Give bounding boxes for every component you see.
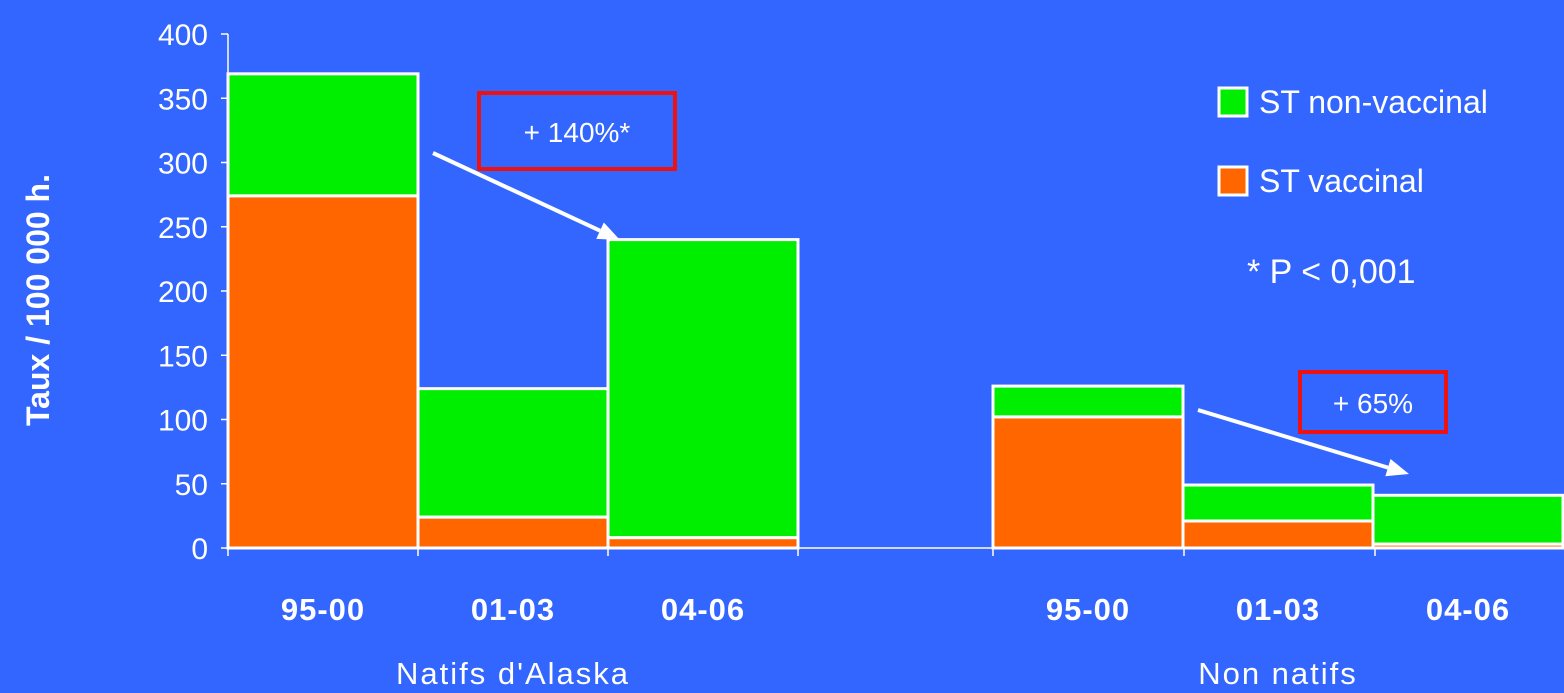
bar-vaccinal (991, 415, 1185, 550)
annotation-box (1298, 370, 1448, 434)
annotation-box (477, 91, 677, 171)
annotation-text: + 65% (1333, 388, 1413, 419)
annotation-text: + 140%* (524, 117, 631, 148)
y-tick-label: 300 (158, 148, 208, 181)
legend-swatch-non-vaccinal (1217, 86, 1249, 118)
y-tick-label: 50 (175, 469, 208, 502)
legend-label-vaccinal: ST vaccinal (1259, 163, 1424, 199)
x-category-label: 95-00 (1046, 592, 1130, 627)
bar-vaccinal (416, 515, 610, 550)
bar-non-vaccinal (1181, 483, 1375, 523)
bars-layer: 95-00 01-03 04-06 95-00 01-03 04-06 (226, 72, 1564, 627)
annotation-natifs: + 140%* (477, 91, 677, 171)
x-category-label: 01-03 (1236, 592, 1320, 627)
y-tick-label: 150 (158, 340, 208, 373)
bar-non-vaccinal (1371, 493, 1564, 546)
x-category-label: 95-00 (281, 592, 365, 627)
legend-swatch-vaccinal (1217, 165, 1249, 197)
y-tick-label: 200 (158, 276, 208, 309)
x-category-label: 04-06 (661, 592, 745, 627)
bar-non-vaccinal (606, 238, 800, 540)
trend-arrow-head (1385, 459, 1409, 477)
bar-non-vaccinal (991, 384, 1185, 419)
trend-arrow-line (1197, 408, 1389, 470)
y-tick-label: 400 (158, 19, 208, 52)
annotation-non-natifs: + 65% (1298, 370, 1448, 434)
arrows-layer (432, 151, 1409, 477)
y-tick-label: 250 (158, 212, 208, 245)
x-category-label: 01-03 (471, 592, 555, 627)
group-label-non-natifs: Non natifs (1198, 656, 1358, 691)
trend-arrow-head (596, 222, 620, 240)
legend: ST non-vaccinal ST vaccinal (1217, 84, 1488, 199)
y-tick-label: 0 (191, 533, 208, 566)
bar-non-vaccinal (416, 387, 610, 519)
group-label-natifs: Natifs d'Alaska (396, 656, 630, 691)
bar-vaccinal (1371, 542, 1564, 550)
trend-arrow-line (432, 151, 601, 233)
y-tick-label: 100 (158, 405, 208, 438)
y-axis-label: Taux / 100 000 h. (20, 174, 56, 426)
legend-label-non-vaccinal: ST non-vaccinal (1259, 84, 1488, 120)
y-tick-label: 350 (158, 83, 208, 116)
significance-note: * P < 0,001 (1247, 253, 1416, 291)
bar-vaccinal (606, 536, 800, 550)
bar-vaccinal (1181, 519, 1375, 550)
x-category-label: 04-06 (1426, 592, 1510, 627)
bar-vaccinal (226, 194, 420, 550)
bar-non-vaccinal (226, 72, 420, 198)
axis-layer: 0 50 100 150 200 250 300 350 400 (158, 19, 1564, 566)
